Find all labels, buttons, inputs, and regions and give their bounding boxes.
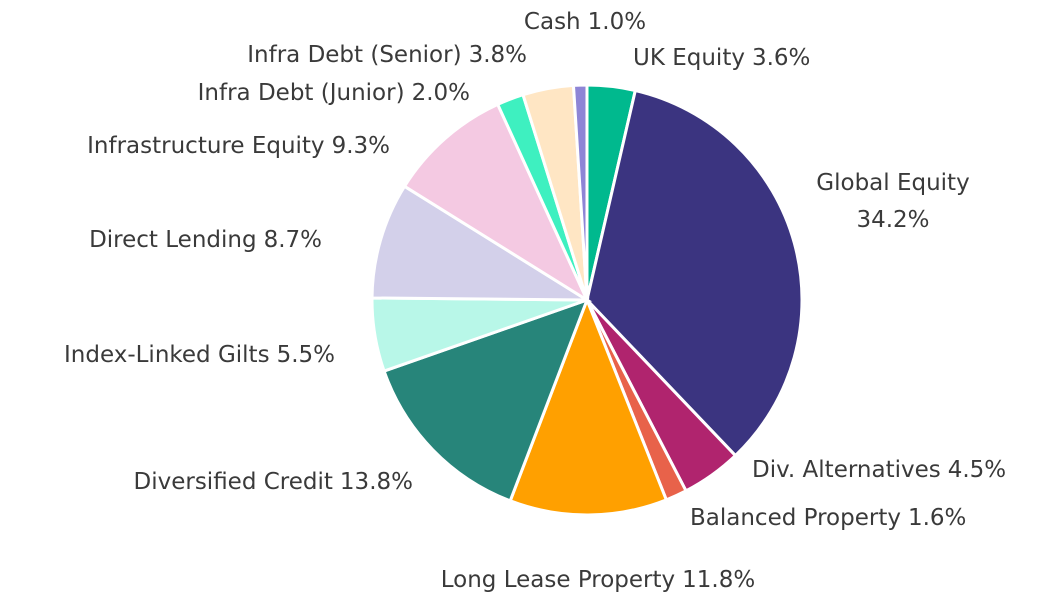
- slice-value: 4.5%: [948, 457, 1006, 483]
- slice-label: Direct Lending 8.7%: [89, 227, 322, 253]
- slice-name: Cash: [524, 9, 581, 35]
- slice-name: Balanced Property: [690, 505, 901, 531]
- slice-value: 3.6%: [752, 45, 810, 71]
- slice-label: Div. Alternatives 4.5%: [752, 457, 1006, 483]
- slice-name: Global Equity: [816, 170, 969, 196]
- pie-slice: [585, 88, 804, 458]
- pie-slice: [382, 297, 590, 503]
- slice-label: Long Lease Property 11.8%: [441, 567, 755, 593]
- slice-name: Div. Alternatives: [752, 457, 941, 483]
- slice-value: 1.6%: [908, 505, 966, 531]
- slice-value: 11.8%: [682, 567, 755, 593]
- slice-label: Infra Debt (Senior) 3.8%: [247, 42, 527, 68]
- slice-value: 2.0%: [412, 80, 470, 106]
- slice-value: 9.3%: [332, 133, 390, 159]
- slice-name: Infra Debt (Senior): [247, 42, 461, 68]
- pie-slice: [571, 83, 589, 301]
- slice-label: Balanced Property 1.6%: [690, 505, 966, 531]
- slice-label: Index-Linked Gilts 5.5%: [64, 342, 335, 368]
- slice-name: Infrastructure Equity: [87, 133, 324, 159]
- slice-label: Infrastructure Equity 9.3%: [87, 133, 390, 159]
- slice-value: 13.8%: [340, 469, 413, 495]
- slice-value: 5.5%: [277, 342, 335, 368]
- slice-value: 8.7%: [264, 227, 322, 253]
- slice-value: 1.0%: [588, 9, 646, 35]
- slice-label: Cash 1.0%: [524, 9, 646, 35]
- slice-label: UK Equity 3.6%: [633, 45, 810, 71]
- slice-name: Diversified Credit: [134, 469, 333, 495]
- slice-label: Infra Debt (Junior) 2.0%: [198, 80, 470, 106]
- slice-name: Long Lease Property: [441, 567, 675, 593]
- slice-label: Global Equity 34.2%: [816, 170, 969, 233]
- slice-name: UK Equity: [633, 45, 745, 71]
- slice-name: Index-Linked Gilts: [64, 342, 270, 368]
- slice-value: 34.2%: [856, 207, 929, 233]
- pie-slice: [370, 184, 593, 302]
- pie-slice: [508, 295, 669, 517]
- slice-value: 3.8%: [469, 42, 527, 68]
- pie-slice: [402, 102, 591, 304]
- slice-name: Direct Lending: [89, 227, 256, 253]
- slice-label: Diversified Credit 13.8%: [134, 469, 414, 495]
- slice-name: Infra Debt (Junior): [198, 80, 405, 106]
